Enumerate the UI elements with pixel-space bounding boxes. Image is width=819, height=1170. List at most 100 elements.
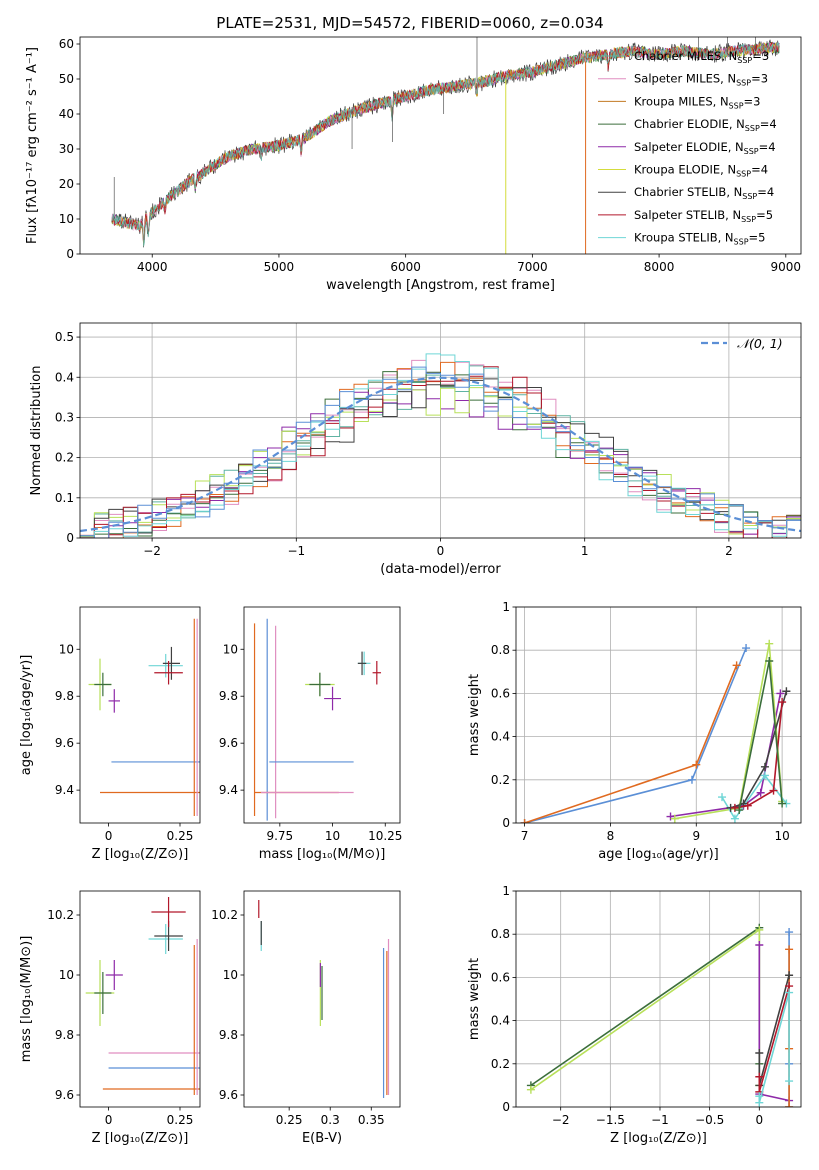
legend-entry-sub: SSP	[736, 170, 751, 179]
legend-entry-end: =3	[751, 72, 768, 86]
x-axis-label: Z [log₁₀(Z/Z⊙)]	[92, 1131, 189, 1146]
x-tick-label: 2	[725, 544, 733, 558]
legend-entry-end: =4	[757, 185, 774, 199]
errorbar-1	[94, 972, 112, 1014]
legend-entry-6: Chabrier STELIB, NSSP=4	[634, 185, 774, 201]
y-tick-label: 9.6	[219, 736, 238, 750]
mass-weight-line-2	[670, 693, 782, 818]
mass-weight-marker	[730, 814, 739, 823]
axes-frame	[243, 606, 401, 824]
chart-title: PLATE=2531, MJD=54572, FIBERID=0060, z=0…	[216, 14, 603, 32]
legend-entry-8: Kroupa STELIB, NSSP=5	[634, 231, 765, 247]
errorbar-3	[148, 924, 183, 954]
axes-frame	[79, 890, 201, 1108]
y-tick-label: 9.8	[219, 689, 238, 703]
y-tick-label: 0.2	[491, 773, 510, 787]
y-axis-label: mass weight	[467, 958, 482, 1040]
x-tick-label: 0	[755, 1113, 763, 1127]
mass-weight-marker	[778, 698, 787, 707]
legend-entry-sub: SSP	[745, 124, 760, 133]
x-tick-label: −1	[287, 544, 305, 558]
x-tick-label: 0.25	[167, 829, 194, 843]
mass-weight-marker	[755, 1098, 764, 1107]
mass-weight-line-5	[758, 974, 790, 1086]
x-axis-label: Z [log₁₀(Z/Z⊙)]	[610, 1131, 707, 1146]
errorbar-2	[108, 689, 120, 713]
y-tick-label: 30	[59, 142, 74, 156]
mass-weight-marker	[670, 814, 679, 823]
legend-entry-sub: SSP	[737, 56, 752, 65]
y-tick-label: 0.4	[491, 730, 510, 744]
errorbar-1	[94, 672, 112, 697]
legend-entry-name: Kroupa STELIB, N	[634, 231, 734, 245]
residual-histogram-7	[80, 366, 801, 538]
x-tick-label: 6000	[390, 260, 421, 274]
mass-weight-marker	[687, 775, 696, 784]
legend-entry-4: Salpeter ELODIE, NSSP=4	[634, 140, 776, 156]
y-tick-label: 9.4	[55, 783, 74, 797]
x-tick-label: 10	[325, 829, 340, 843]
y-tick-label: 0	[66, 247, 74, 261]
mass-weight-marker	[785, 988, 794, 997]
x-axis-label: Z [log₁₀(Z/Z⊙)]	[92, 847, 189, 862]
axes-frame	[515, 890, 802, 1108]
errorbar-2	[324, 686, 341, 711]
mass-weight-marker	[666, 812, 675, 821]
x-tick-label: 9.75	[266, 829, 293, 843]
mass-weight-marker	[765, 639, 774, 648]
legend-entry-sub: SSP	[729, 101, 744, 110]
mass-weight-line-6	[734, 701, 783, 809]
spectrum-line-2	[111, 42, 780, 247]
legend-entry-end: =4	[759, 140, 776, 154]
x-tick-label: −1.5	[596, 1113, 625, 1127]
x-axis-label: mass [log₁₀(M/M⊙)]	[259, 847, 386, 862]
x-tick-label: 0	[105, 1113, 113, 1127]
legend-entry-sub: SSP	[744, 147, 759, 156]
x-tick-label: −2	[552, 1113, 570, 1127]
x-axis-label: wavelength [Angstrom, rest frame]	[326, 278, 555, 293]
mass-weight-marker	[769, 786, 778, 795]
x-tick-label: −0.5	[695, 1113, 724, 1127]
y-tick-label: 0.4	[55, 370, 74, 384]
legend-entry-5: Kroupa ELODIE, NSSP=4	[634, 163, 768, 179]
legend-entry-3: Chabrier ELODIE, NSSP=4	[634, 117, 777, 133]
y-tick-label: 10	[59, 968, 74, 982]
x-tick-label: 7000	[517, 260, 548, 274]
legend-entry-end: =5	[749, 231, 766, 245]
legend-entry-end: =4	[760, 117, 777, 131]
x-tick-label: 8000	[644, 260, 675, 274]
mass-weight-line-7	[738, 660, 783, 811]
axes-frame	[243, 890, 401, 1108]
y-tick-label: 10	[59, 642, 74, 656]
y-tick-label: 0.6	[491, 970, 510, 984]
legend-entry-name: Salpeter STELIB, N	[634, 208, 741, 222]
y-tick-label: 10	[59, 212, 74, 226]
mass-weight-marker	[732, 661, 741, 670]
mass-weight-marker	[785, 1077, 794, 1086]
y-tick-label: 0.6	[491, 686, 510, 700]
x-tick-label: 0.35	[358, 1113, 385, 1127]
x-tick-label: 0.25	[276, 1113, 303, 1127]
y-tick-label: 9.6	[219, 1088, 238, 1102]
x-tick-label: 9000	[771, 260, 802, 274]
x-tick-label: 9	[692, 829, 700, 843]
axes-frame	[79, 322, 802, 539]
errorbar-1	[309, 672, 331, 697]
legend-entry-name: Chabrier STELIB, N	[634, 185, 742, 199]
mass-weight-marker	[735, 806, 744, 815]
y-axis-label: Flux [fλ10⁻¹⁷ erg cm⁻² s⁻¹ A⁻¹]	[25, 47, 40, 244]
legend-entry-name: Kroupa MILES, N	[634, 94, 729, 108]
legend-entry-name: Chabrier MILES, N	[634, 49, 737, 63]
axes-frame	[515, 606, 802, 824]
mass-weight-marker	[760, 762, 769, 771]
x-tick-label: 5000	[264, 260, 295, 274]
x-tick-label: 0	[105, 829, 113, 843]
axes-frame	[79, 606, 201, 824]
mass-weight-line-6	[758, 985, 790, 1093]
y-axis-label: mass [log₁₀(M/M⊙)]	[19, 936, 34, 1063]
y-tick-label: 9.6	[55, 1088, 74, 1102]
legend-entry-1: Salpeter MILES, NSSP=3	[634, 72, 768, 88]
y-tick-label: 10	[223, 642, 238, 656]
legend-entry-sub: SSP	[736, 79, 751, 88]
y-tick-label: 0	[66, 531, 74, 545]
